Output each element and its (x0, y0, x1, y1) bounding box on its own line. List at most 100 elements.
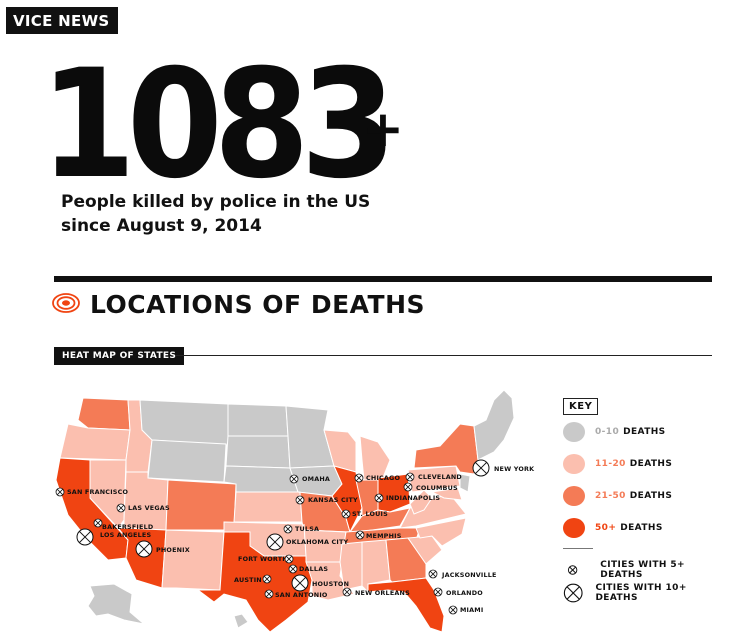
city-phoenix: PHOENIX (135, 540, 190, 558)
city-label-miami: MIAMI (460, 606, 483, 614)
legend-swatch-0-10 (563, 422, 585, 442)
legend-label-11-20: DEATHS (629, 459, 673, 469)
legend-swatch-50-plus (563, 518, 585, 538)
state-utah (123, 471, 169, 531)
legend-range-0-10: 0-10 (595, 427, 620, 437)
city-new-orleans: NEW ORLEANS (342, 587, 410, 597)
death-count-plus: + (362, 100, 404, 158)
legend-cities-5: CITIES WITH 5+ DEATHS (567, 560, 723, 580)
state-new-jersey (459, 473, 471, 493)
legend-row-21-50: 21-50 DEATHS (563, 484, 672, 508)
target-icon (52, 293, 80, 313)
state-west-virginia (409, 489, 433, 515)
city-label-columbus: COLUMBUS (416, 484, 458, 492)
legend-row-50-plus: 50+ DEATHS (563, 516, 663, 540)
subtitle-line-2: since August 9, 2014 (61, 216, 262, 236)
city-las-vegas: LAS VEGAS (116, 503, 170, 513)
map-legend: KEY 0-10 DEATHS 11-20 DEATHS 21-50 DEATH… (563, 398, 723, 618)
city-san-antonio: SAN ANTONIO (264, 589, 328, 599)
state-maryland (430, 487, 463, 501)
city-fort-worth: FORT WORTH (238, 554, 294, 564)
subtitle-line-1: People killed by police in the US (61, 192, 371, 212)
state-texas (196, 531, 313, 633)
city-memphis: MEMPHIS (355, 530, 402, 540)
city-tulsa: TULSA (283, 524, 319, 534)
city-label-san-francisco: SAN FRANCISCO (67, 488, 128, 496)
city-label-indianapolis: INDIANAPOLIS (386, 494, 440, 502)
city-orlando: ORLANDO (433, 587, 483, 597)
city-label-dallas: DALLAS (299, 565, 328, 573)
legend-range-11-20: 11-20 (595, 459, 626, 469)
subtitle: People killed by police in the US since … (61, 190, 370, 238)
brand-logo: VICE NEWS (6, 7, 118, 34)
state-washington (77, 397, 131, 431)
state-oregon (59, 423, 131, 461)
subhead-rule (176, 355, 712, 356)
city-label-jacksonville: JACKSONVILLE (441, 571, 497, 579)
city-oklahoma-city: OKLAHOMA CITY (266, 533, 349, 551)
state-montana (139, 399, 229, 446)
state-alaska (87, 583, 146, 625)
city-cleveland: CLEVELAND (405, 472, 462, 482)
legend-row-0-10: 0-10 DEATHS (563, 420, 666, 444)
state-hawaii (233, 613, 249, 629)
city-miami: MIAMI (448, 605, 483, 615)
map-subhead: HEAT MAP OF STATES (54, 347, 185, 365)
legend-swatch-11-20 (563, 454, 585, 474)
legend-label-0-10: DEATHS (623, 427, 666, 437)
state-north-dakota (227, 403, 289, 437)
city-label-las-vegas: LAS VEGAS (128, 504, 170, 512)
us-heat-map: SAN FRANCISCO LAS VEGAS BAKERSFIELD LOS … (55, 389, 535, 633)
state-ohio (377, 473, 411, 513)
state-north-carolina (415, 517, 467, 547)
city-new-york: NEW YORK (472, 459, 535, 477)
divider-rule (54, 276, 712, 282)
large-cross-circle-icon (563, 583, 583, 603)
city-jacksonville: JACKSONVILLE (428, 569, 497, 579)
state-nevada (89, 459, 127, 529)
legend-range-50-plus: 50+ (595, 523, 617, 533)
state-south-dakota (225, 435, 291, 469)
legend-swatch-21-50 (563, 486, 585, 506)
legend-range-21-50: 21-50 (595, 491, 626, 501)
city-san-francisco: SAN FRANCISCO (55, 487, 128, 497)
city-label-los-angeles: LOS ANGELES (100, 531, 151, 539)
city-label-tulsa: TULSA (295, 525, 319, 533)
city-houston: HOUSTON (291, 574, 349, 592)
city-chicago: CHICAGO (354, 473, 400, 483)
city-bakersfield: BAKERSFIELD (93, 518, 153, 531)
city-label-memphis: MEMPHIS (366, 532, 402, 540)
state-new-mexico (161, 529, 225, 591)
city-label-fort-worth: FORT WORTH (238, 555, 288, 563)
city-columbus: COLUMBUS (403, 482, 458, 492)
city-label-chicago: CHICAGO (366, 474, 400, 482)
legend-cities-10-label: CITIES WITH 10+ DEATHS (595, 583, 687, 603)
city-omaha: OMAHA (289, 474, 330, 484)
city-los-angeles: LOS ANGELES (76, 528, 151, 546)
state-wyoming (147, 439, 227, 483)
city-indianapolis: INDIANAPOLIS (374, 493, 440, 503)
city-dallas: DALLAS (288, 564, 328, 574)
city-label-new-orleans: NEW ORLEANS (355, 589, 410, 597)
state-new-york (413, 423, 479, 475)
legend-cities-5-label: CITIES WITH 5+ DEATHS (600, 560, 685, 580)
city-label-houston: HOUSTON (312, 580, 349, 588)
city-austin: AUSTIN (234, 574, 272, 584)
legend-divider (563, 548, 593, 549)
state-kansas (233, 491, 303, 523)
legend-label-21-50: DEATHS (629, 491, 673, 501)
state-wisconsin (323, 429, 357, 473)
legend-cities-10: CITIES WITH 10+ DEATHS (563, 582, 723, 604)
city-label-austin: AUSTIN (234, 576, 262, 584)
legend-title: KEY (563, 398, 599, 415)
city-label-new-york: NEW YORK (494, 465, 535, 473)
city-label-san-antonio: SAN ANTONIO (275, 591, 328, 599)
city-label-phoenix: PHOENIX (156, 546, 190, 554)
city-label-kansas-city: KANSAS CITY (308, 496, 358, 504)
city-label-cleveland: CLEVELAND (418, 473, 462, 481)
small-cross-circle-icon (567, 565, 578, 575)
city-label-oklahoma-city: OKLAHOMA CITY (286, 538, 349, 546)
legend-label-50-plus: DEATHS (620, 523, 663, 533)
city-label-orlando: ORLANDO (446, 589, 483, 597)
city-kansas-city: KANSAS CITY (295, 495, 358, 505)
